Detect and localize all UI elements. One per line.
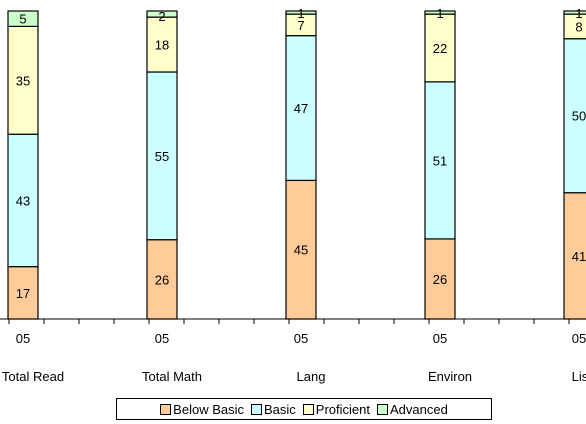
data-label-3-0: 26 bbox=[433, 272, 447, 287]
category-label-4: Listen bbox=[572, 369, 586, 384]
bar-segment-2-3 bbox=[285, 10, 317, 15]
legend-item-0: Below Basic bbox=[160, 402, 244, 417]
bar-segment-0-3 bbox=[7, 10, 39, 27]
legend-item-3: Advanced bbox=[376, 401, 448, 417]
data-label-0-1: 43 bbox=[16, 193, 30, 208]
data-label-0-3: 5 bbox=[19, 12, 26, 27]
legend-label-3: Advanced bbox=[389, 401, 448, 417]
data-label-2-3: 1 bbox=[297, 6, 304, 21]
legend-label-2: Proficient bbox=[315, 401, 370, 417]
legend: Below Basic Basic Proficient Advanced bbox=[116, 398, 492, 420]
legend-label-0: Below Basic bbox=[173, 401, 244, 417]
bar-segment-3-1 bbox=[424, 81, 456, 240]
legend-swatch-3 bbox=[376, 403, 388, 415]
year-label-4: 05 bbox=[572, 331, 586, 346]
data-label-1-0: 26 bbox=[155, 272, 169, 287]
data-label-3-1: 51 bbox=[433, 153, 447, 168]
bar-segment-0-1 bbox=[7, 133, 39, 268]
data-label-2-0: 45 bbox=[294, 243, 308, 258]
data-label-0-0: 17 bbox=[16, 286, 30, 301]
category-label-1: Total Math bbox=[142, 369, 202, 384]
bar-segment-3-0 bbox=[424, 238, 456, 320]
year-label-0: 05 bbox=[16, 331, 30, 346]
bar-segment-4-3 bbox=[563, 10, 586, 15]
legend-item-2: Proficient bbox=[302, 401, 370, 417]
data-label-4-1: 50 bbox=[572, 109, 586, 124]
data-label-1-2: 18 bbox=[155, 38, 169, 53]
category-label-2: Lang bbox=[297, 369, 326, 384]
bar-segment-3-3 bbox=[424, 10, 456, 15]
bar-segment-3-2 bbox=[424, 13, 456, 83]
legend-label-1: Basic bbox=[263, 401, 296, 417]
bar-segment-1-1 bbox=[146, 71, 178, 241]
legend-item-1: Basic bbox=[250, 401, 296, 417]
year-label-3: 05 bbox=[433, 331, 447, 346]
x-axis bbox=[0, 318, 586, 324]
bar-segment-0-0 bbox=[7, 266, 39, 320]
axis-labels: 05 Total Read 05 Total Math 05 Lang 05 Environ 0… bbox=[2, 331, 586, 384]
data-label-1-3: 2 bbox=[158, 9, 165, 24]
category-label-0: Total Read bbox=[2, 369, 64, 384]
data-label-4-0: 41 bbox=[572, 249, 586, 264]
legend-swatch-2 bbox=[302, 403, 314, 415]
legend-swatch-0 bbox=[160, 403, 172, 415]
bar-segment-1-2 bbox=[146, 16, 178, 73]
data-label-1-1: 55 bbox=[155, 149, 169, 164]
data-label-3-3: 1 bbox=[436, 6, 443, 21]
bar-segment-1-3 bbox=[146, 10, 178, 18]
data-label-0-2: 35 bbox=[16, 73, 30, 88]
data-label-3-2: 22 bbox=[433, 41, 447, 56]
data-label-2-1: 47 bbox=[294, 101, 308, 116]
year-label-2: 05 bbox=[294, 331, 308, 346]
data-label-2-2: 7 bbox=[297, 18, 304, 33]
data-label-4-2: 8 bbox=[575, 19, 582, 34]
category-label-3: Environ bbox=[428, 369, 472, 384]
legend-swatch-1 bbox=[250, 403, 262, 415]
year-label-1: 05 bbox=[155, 331, 169, 346]
data-label-4-3: 1 bbox=[575, 6, 582, 21]
